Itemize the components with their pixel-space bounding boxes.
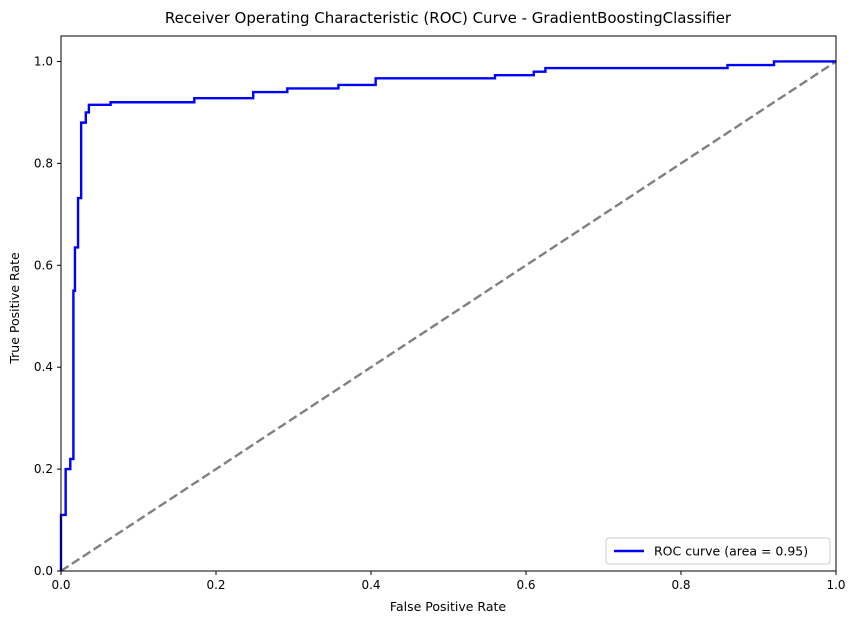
y-tick-label: 1.0 [34,54,53,68]
y-tick-label: 0.2 [34,462,53,476]
x-tick-label: 0.0 [51,578,70,592]
y-axis-label: True Positive Rate [7,252,22,365]
x-tick-label: 0.8 [671,578,690,592]
plot-area [59,35,837,573]
x-axis-label: False Positive Rate [390,599,506,614]
axes-frame [60,35,837,572]
y-tick-label: 0.8 [34,156,53,170]
legend-entry-roc-curve: ROC curve (area = 0.95) [654,544,808,559]
y-tick-label: 0.4 [34,360,53,374]
x-tick-label: 0.6 [516,578,535,592]
legend-box [605,537,831,565]
chance-diagonal-line [60,60,837,573]
chart-title: Receiver Operating Characteristic (ROC) … [165,9,732,27]
x-tick-label: 0.4 [361,578,380,592]
roc-curve-line [59,60,836,571]
y-tick-label: 0.6 [34,258,53,272]
y-axis: 0.0 0.2 0.4 0.6 0.8 1.0 [34,54,61,578]
x-axis: 0.0 0.2 0.4 0.6 0.8 1.0 [51,571,846,592]
x-tick-label: 1.0 [826,578,845,592]
x-tick-label: 0.2 [206,578,225,592]
y-tick-label: 0.0 [34,564,53,578]
legend: ROC curve (area = 0.95) [605,537,831,565]
